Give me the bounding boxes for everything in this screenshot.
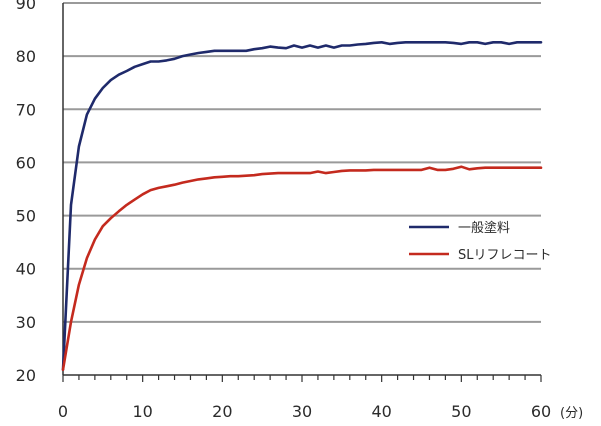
x-tick-label-4: 40 — [371, 402, 391, 421]
x-axis-unit: (分) — [560, 406, 583, 421]
legend: 一般塗料 SLリフレコート — [409, 220, 552, 263]
series-lines — [61, 41, 543, 371]
x-tick-label-1: 10 — [132, 402, 152, 421]
y-tick-label-2: 40 — [16, 260, 36, 279]
y-tick-label-5: 70 — [16, 100, 36, 119]
x-tick-label-3: 30 — [292, 402, 312, 421]
series-line-1 — [61, 165, 543, 371]
axes — [62, 3, 542, 382]
y-tick-label-3: 50 — [16, 207, 36, 226]
x-tick-label-0: 0 — [58, 402, 68, 421]
x-tick-label-5: 50 — [451, 402, 471, 421]
y-tick-label-6: 80 — [16, 47, 36, 66]
grid-lines — [63, 2, 541, 323]
x-tick-labels: 0 10 20 30 40 50 60 — [58, 402, 551, 421]
series-line-0 — [61, 41, 543, 371]
x-tick-label-2: 20 — [212, 402, 232, 421]
y-tick-label-7: 90 — [16, 0, 36, 13]
x-tick-label-6: 60 — [531, 402, 551, 421]
y-tick-labels: 20 30 40 50 60 70 80 90 — [16, 0, 36, 385]
y-tick-label-0: 20 — [16, 366, 36, 385]
legend-label-0: 一般塗料 — [458, 220, 510, 236]
y-tick-label-1: 30 — [16, 313, 36, 332]
y-tick-label-4: 60 — [16, 153, 36, 172]
legend-label-1: SLリフレコート — [458, 248, 552, 263]
